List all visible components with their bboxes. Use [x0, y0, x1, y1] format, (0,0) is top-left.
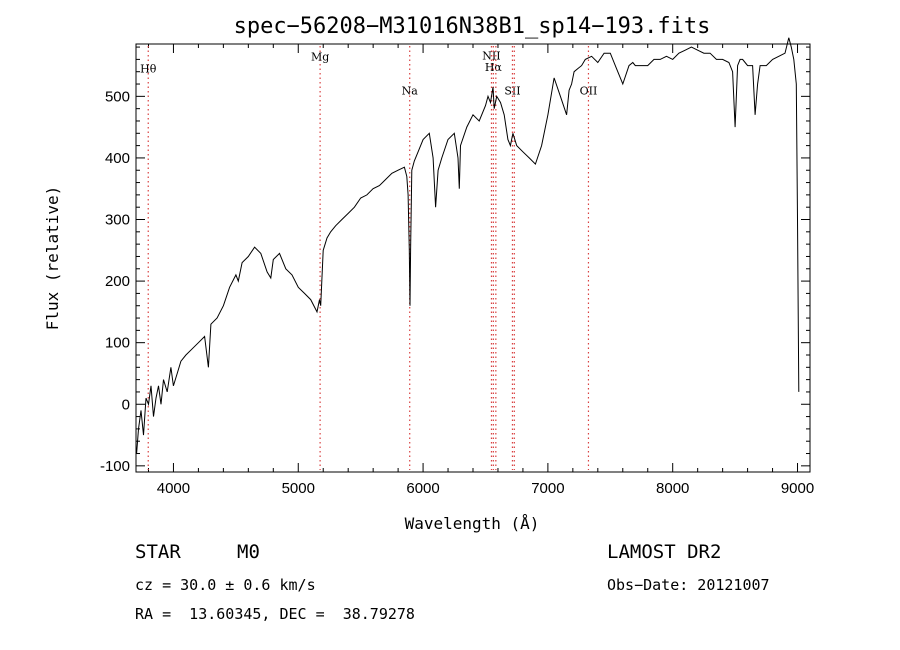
y-tick-label: 400 [105, 150, 130, 167]
spectral-line-label: Hθ [140, 62, 157, 75]
x-tick-label: 9000 [781, 480, 814, 497]
spectral-line-label: NII [482, 49, 500, 62]
spectral-line-label: OII [580, 84, 598, 97]
survey-name: LAMOST DR2 [607, 541, 722, 563]
spectral-line-label: Hα [485, 61, 503, 74]
redshift-velocity: cz = 30.0 ± 0.6 km/s [135, 576, 316, 594]
y-axis-label: Flux (relative) [43, 186, 62, 331]
y-tick-label: 0 [122, 396, 130, 413]
y-tick-label: -100 [100, 458, 130, 475]
plot-frame [135, 43, 811, 473]
y-tick-label: 100 [105, 335, 130, 352]
observation-date: Obs−Date: 20121007 [607, 576, 770, 594]
spectral-subclass: M0 [237, 541, 260, 563]
object-type: STAR [135, 541, 181, 563]
spectrum-line [136, 37, 800, 454]
x-tick-label: 6000 [406, 480, 439, 497]
x-axis-label: Wavelength (Å) [405, 514, 540, 533]
plot-border [135, 43, 811, 473]
axis-ticks: 4000 5000 6000 7000 8000 9000 -100 0 100 200 300 40… [100, 44, 814, 497]
spectral-line-label: SII [504, 84, 520, 97]
sky-coordinates: RA = 13.60345, DEC = 38.79278 [135, 605, 415, 623]
chart-title: spec−56208−M31016N38B1_sp14−193.fits [234, 14, 711, 39]
spectral-line-label: Mg [311, 51, 329, 64]
y-tick-label: 500 [105, 88, 130, 105]
x-tick-label: 8000 [656, 480, 689, 497]
y-tick-label: 200 [105, 273, 130, 290]
x-tick-label: 5000 [282, 480, 315, 497]
x-tick-label: 7000 [531, 480, 564, 497]
spectral-line-label: Na [402, 84, 419, 97]
x-tick-label: 4000 [157, 480, 190, 497]
y-tick-label: 300 [105, 212, 130, 229]
